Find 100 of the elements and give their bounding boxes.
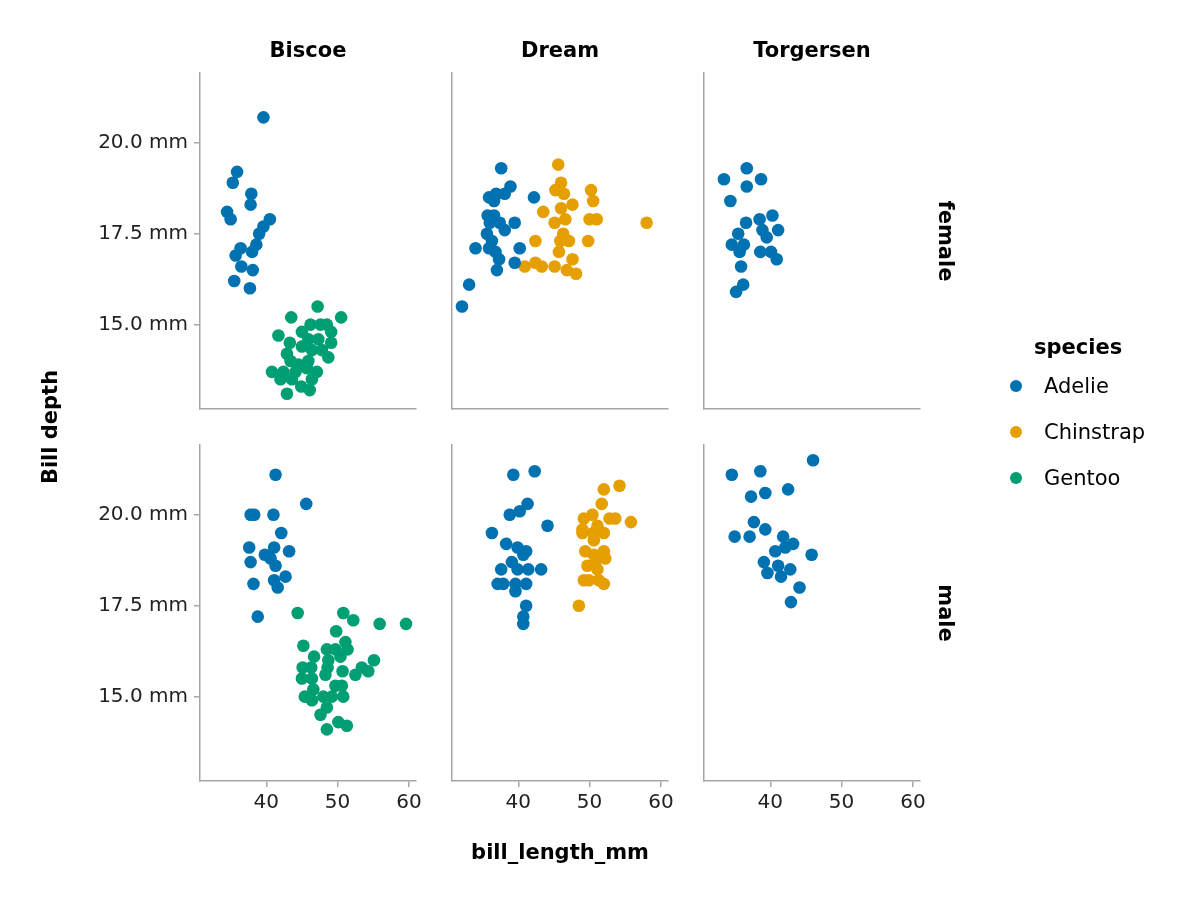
point	[584, 183, 598, 197]
point	[267, 508, 280, 522]
point	[320, 723, 334, 736]
point	[740, 161, 754, 175]
point	[519, 599, 533, 613]
point	[336, 664, 349, 678]
point	[492, 252, 506, 266]
point	[569, 267, 583, 281]
point	[490, 263, 504, 277]
point	[527, 191, 541, 204]
y-axis-title: Bill depth	[38, 369, 62, 485]
x-tick-label: 50	[828, 789, 855, 814]
point	[245, 245, 259, 259]
point	[733, 245, 746, 259]
point	[340, 719, 354, 733]
point	[559, 212, 572, 226]
point	[361, 664, 375, 678]
point	[283, 336, 297, 350]
point	[784, 595, 798, 609]
point	[725, 468, 739, 482]
point	[781, 483, 795, 496]
point	[759, 523, 772, 536]
point	[566, 198, 579, 211]
point	[572, 599, 586, 613]
point	[725, 238, 739, 251]
point	[774, 570, 788, 583]
point	[279, 570, 292, 583]
point	[759, 486, 772, 500]
point	[541, 519, 554, 533]
point	[743, 530, 756, 543]
point	[591, 563, 604, 576]
point	[297, 639, 310, 653]
point	[581, 234, 595, 248]
point	[494, 563, 508, 576]
point	[768, 544, 782, 558]
point	[324, 336, 338, 350]
point	[511, 563, 524, 576]
y-tick-label: 15.0 mm	[98, 682, 188, 707]
point	[521, 497, 534, 511]
y-tick-label: 20.0 mm	[98, 129, 188, 154]
point	[613, 479, 626, 493]
point	[242, 541, 256, 554]
point	[534, 563, 548, 576]
point	[367, 653, 381, 667]
point	[257, 111, 270, 124]
x-tick-label: 50	[576, 789, 603, 814]
point	[271, 581, 284, 594]
x-tick-label: 60	[900, 789, 926, 814]
point	[314, 708, 327, 722]
point	[274, 372, 287, 386]
point	[307, 650, 321, 663]
point	[771, 559, 785, 573]
point	[717, 172, 731, 186]
point	[503, 508, 517, 522]
chart-title: Torgersen	[753, 38, 871, 62]
point	[519, 577, 533, 591]
x-tick-label: 60	[396, 789, 422, 814]
point	[346, 613, 360, 627]
point	[245, 187, 258, 201]
point	[740, 180, 754, 193]
point	[598, 552, 612, 565]
point	[291, 606, 304, 620]
point	[325, 690, 339, 703]
point	[469, 241, 482, 255]
point	[329, 624, 343, 638]
point	[778, 541, 792, 554]
point	[554, 201, 568, 215]
point	[247, 577, 260, 591]
point	[336, 690, 350, 703]
point	[305, 372, 319, 386]
legend-label: Chinstrap	[1044, 420, 1146, 444]
point	[274, 526, 288, 540]
point	[244, 198, 257, 211]
point	[754, 245, 767, 259]
point	[793, 581, 806, 594]
point	[595, 497, 608, 511]
point	[754, 464, 767, 478]
point	[747, 515, 761, 529]
point	[246, 263, 260, 277]
point	[552, 245, 566, 259]
point	[244, 555, 257, 569]
y-tick-label: 17.5 mm	[98, 591, 188, 616]
point	[806, 453, 820, 467]
point	[311, 300, 324, 313]
y-tick-label: 17.5 mm	[98, 219, 188, 244]
x-tick-label: 50	[324, 789, 351, 814]
point	[267, 541, 281, 554]
point	[319, 668, 332, 682]
point	[734, 260, 748, 273]
point	[753, 212, 766, 226]
point	[566, 252, 579, 266]
point	[766, 209, 779, 222]
point	[295, 672, 309, 685]
point	[455, 300, 469, 313]
point	[770, 252, 784, 266]
point	[760, 231, 774, 244]
x-tick-label: 40	[757, 789, 784, 814]
point	[586, 508, 599, 522]
point	[265, 365, 279, 379]
point	[548, 216, 561, 230]
